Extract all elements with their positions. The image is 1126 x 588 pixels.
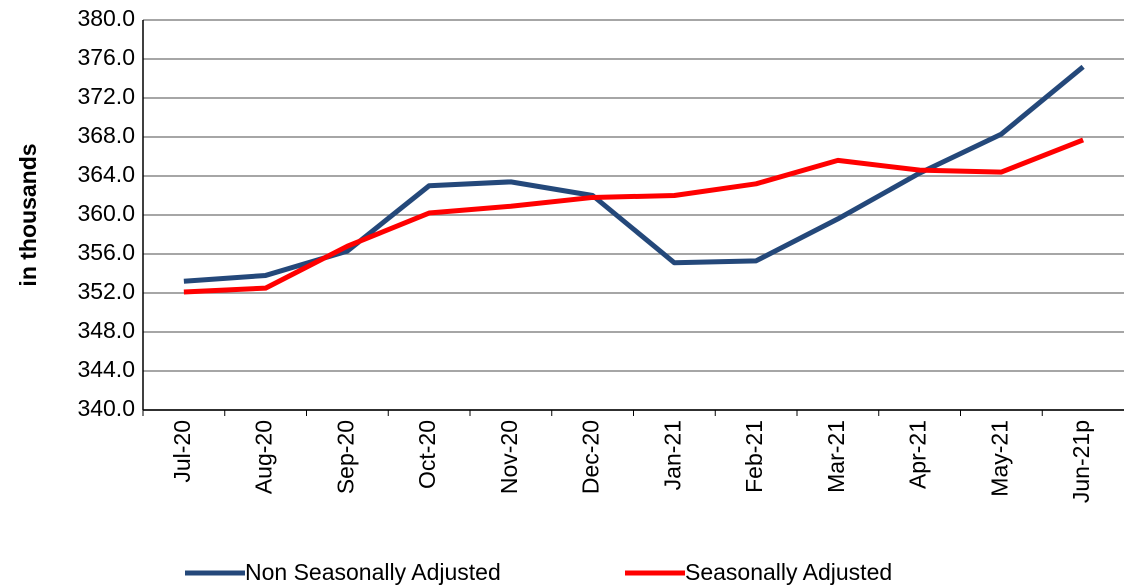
- y-axis-label: in thousands: [15, 143, 41, 286]
- y-tick-label: 352.0: [77, 278, 135, 304]
- x-tick-label: Mar-21: [823, 420, 849, 493]
- y-tick-label: 380.0: [77, 5, 135, 31]
- legend-label: Seasonally Adjusted: [685, 559, 892, 585]
- y-tick-label: 372.0: [77, 83, 135, 109]
- line: [183, 64, 1085, 284]
- legend-label: Non Seasonally Adjusted: [245, 559, 501, 585]
- y-tick-label: 368.0: [77, 122, 135, 148]
- y-tick-label: 364.0: [77, 161, 135, 187]
- x-tick-label: Feb-21: [741, 420, 767, 493]
- line: [183, 137, 1085, 295]
- x-tick-label: Oct-20: [414, 420, 440, 489]
- y-tick-label: 344.0: [77, 356, 135, 382]
- x-tick-label: Sep-20: [332, 420, 358, 494]
- y-tick-label: 356.0: [77, 239, 135, 265]
- x-tick-label: Dec-20: [578, 420, 604, 494]
- x-tick-label: May-21: [986, 420, 1012, 497]
- x-tick-label: Jan-21: [659, 420, 685, 490]
- y-tick-label: 348.0: [77, 317, 135, 343]
- x-tick-label: Aug-20: [251, 420, 277, 494]
- y-tick-label: 340.0: [77, 395, 135, 421]
- y-tick-label: 360.0: [77, 200, 135, 226]
- y-tick-label: 376.0: [77, 44, 135, 70]
- x-tick-label: Apr-21: [905, 420, 931, 489]
- x-tick-label: Nov-20: [496, 420, 522, 494]
- x-tick-label: Jul-20: [169, 420, 195, 483]
- x-tick-label: Jun-21p: [1068, 420, 1094, 503]
